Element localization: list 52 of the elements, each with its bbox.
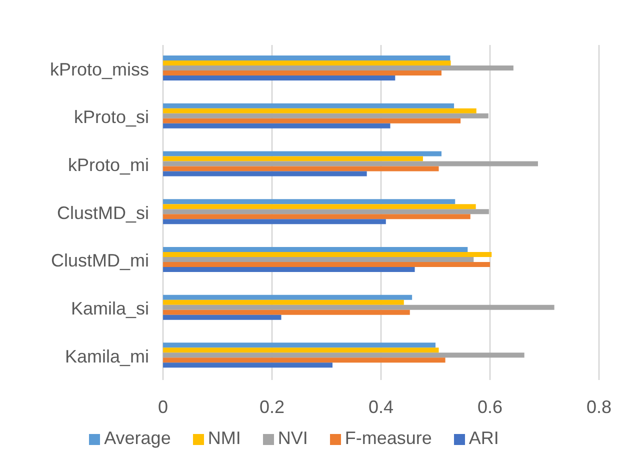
- legend-label: NMI: [208, 428, 241, 448]
- bar: [163, 161, 538, 166]
- bar: [163, 214, 470, 220]
- bar: [163, 256, 474, 262]
- bar: [163, 103, 454, 108]
- bar: [163, 342, 436, 348]
- x-tick-label: 0.4: [368, 396, 394, 417]
- bar: [163, 219, 386, 224]
- bar: [163, 66, 514, 71]
- x-tick-label: 0: [158, 396, 168, 417]
- bar: [163, 56, 450, 61]
- y-tick-label: ClustMD_si: [56, 202, 149, 223]
- bar: [163, 246, 468, 252]
- y-tick-label: kProto_si: [74, 107, 149, 128]
- bar: [163, 362, 332, 368]
- bar: [163, 118, 461, 124]
- bar: [163, 262, 490, 267]
- bar: [163, 358, 446, 363]
- bar: [163, 204, 476, 210]
- bar: [163, 113, 488, 118]
- bar: [163, 76, 396, 81]
- bar: [163, 348, 439, 353]
- legend-label: NVI: [278, 428, 308, 448]
- bar: [163, 294, 412, 300]
- bar: [163, 300, 404, 305]
- bar: [163, 352, 524, 358]
- bar: [163, 151, 442, 156]
- bar: [163, 123, 390, 128]
- legend-label: ARI: [468, 428, 499, 448]
- y-tick-label: Kamila_mi: [64, 346, 149, 366]
- bar: [163, 171, 367, 176]
- bar: [163, 314, 282, 320]
- bar: [163, 199, 456, 204]
- y-tick-label: kProto_miss: [50, 59, 149, 80]
- y-tick-label: kProto_mi: [68, 155, 149, 176]
- legend-label: Average: [104, 428, 171, 448]
- bar: [163, 266, 415, 272]
- x-tick-label: 0.2: [259, 396, 285, 417]
- bar: [163, 108, 476, 114]
- bar: [163, 252, 492, 257]
- bar: [163, 304, 554, 310]
- y-tick-label: ClustMD_mi: [50, 250, 149, 271]
- bar: [163, 209, 489, 214]
- x-tick-label: 0.8: [586, 396, 612, 417]
- legend-label: F-measure: [344, 428, 432, 448]
- bar: [163, 156, 423, 162]
- bar: [163, 70, 442, 76]
- bar: [163, 310, 410, 315]
- y-tick-label: Kamila_si: [70, 298, 149, 319]
- bar: [163, 166, 439, 172]
- x-tick-label: 0.6: [477, 396, 503, 417]
- bar: [163, 60, 451, 66]
